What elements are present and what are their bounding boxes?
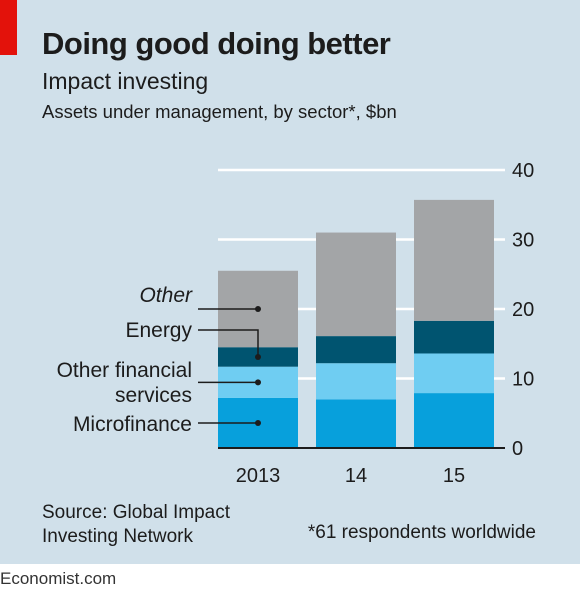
- bar-segment-other-financial-services-14: [316, 363, 396, 400]
- legend-leader-line: [198, 329, 259, 357]
- bar-segment-energy-15: [414, 320, 494, 354]
- y-tick-label: 40: [512, 160, 534, 182]
- stacked-bar-chart: 0 10 20 30 40 2013 14 15 Other Energy Other fina…: [57, 160, 535, 487]
- x-category-label: 15: [443, 465, 465, 487]
- legend-label: services: [115, 384, 192, 407]
- chart-title: Doing good doing better: [42, 26, 391, 61]
- footnote: *61 respondents worldwide: [307, 522, 536, 543]
- bar-segment-microfinance-15: [414, 393, 494, 448]
- y-tick-label: 0: [512, 438, 523, 460]
- x-axis-categories: 2013 14 15: [236, 465, 465, 487]
- bar-segment-other-15: [414, 199, 494, 321]
- legend-leader-dot: [255, 419, 261, 426]
- legend-label: Microfinance: [73, 413, 192, 436]
- y-tick-label: 20: [512, 299, 534, 321]
- bar-segment-other-financial-services-15: [414, 353, 494, 394]
- bars: [218, 199, 494, 448]
- bar-segment-microfinance-14: [316, 399, 396, 448]
- y-tick-label: 30: [512, 230, 534, 252]
- y-axis-ticks: 0 10 20 30 40: [512, 160, 534, 460]
- brand-red-tag: [0, 0, 17, 55]
- legend-label: Other financial: [57, 359, 192, 382]
- bar-segment-other-14: [316, 232, 396, 337]
- brand-credit: Economist.com: [0, 569, 117, 588]
- chart-subtitle: Impact investing: [42, 68, 209, 94]
- legend-leader-dot: [255, 379, 261, 386]
- source-line-2: Investing Network: [42, 526, 194, 547]
- source-line-1: Source: Global Impact: [42, 502, 230, 523]
- x-category-label: 14: [345, 465, 367, 487]
- x-category-label: 2013: [236, 465, 281, 487]
- chart-description: Assets under management, by sector*, $bn: [42, 101, 397, 122]
- legend-label: Energy: [125, 319, 192, 342]
- legend-leader-dot: [255, 353, 261, 360]
- bar-segment-energy-14: [316, 336, 396, 364]
- legend-leader-dot: [255, 306, 261, 312]
- legend-label: Other: [139, 284, 193, 307]
- y-tick-label: 10: [512, 369, 534, 391]
